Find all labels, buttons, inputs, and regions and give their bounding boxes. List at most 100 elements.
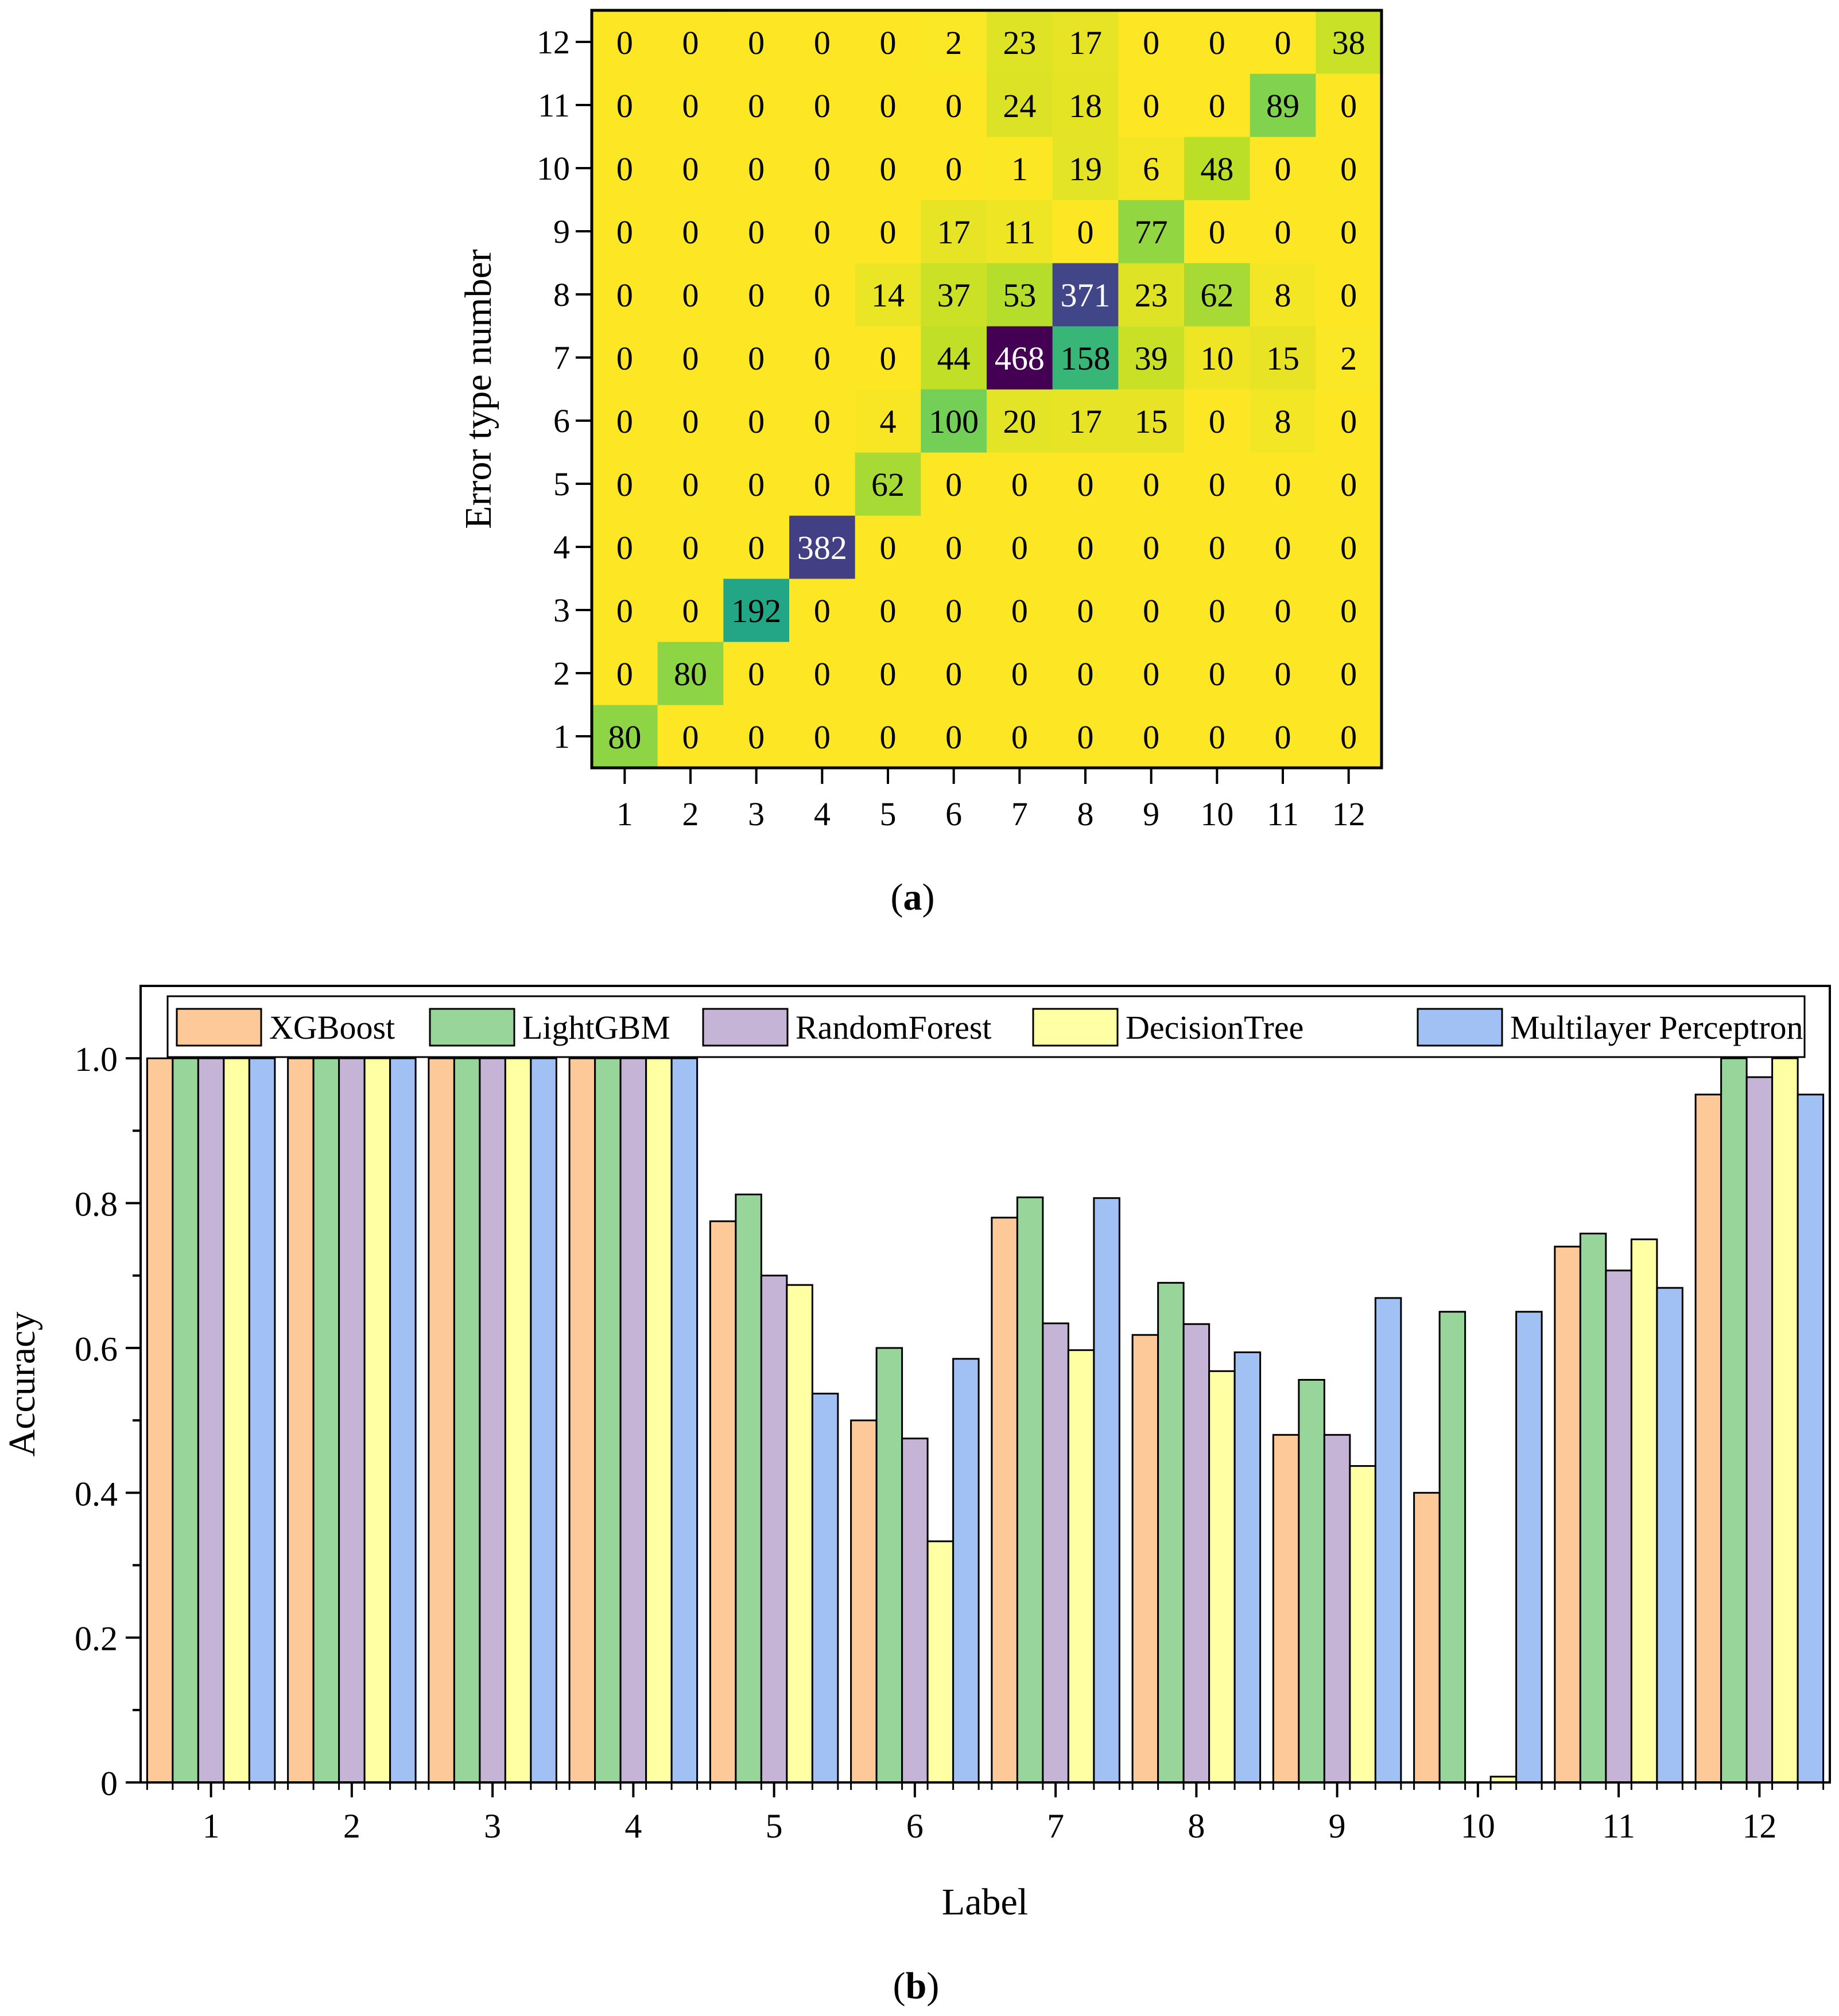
heatmap-value-label: 1	[1011, 150, 1028, 188]
heatmap-cell	[592, 73, 658, 137]
heatmap-value-label: 0	[1077, 718, 1094, 756]
heatmap-value-label: 0	[880, 340, 897, 377]
heatmap-cell	[1250, 452, 1316, 516]
bar-y-tick-label: 0.4	[75, 1475, 118, 1513]
bar-y-tick-label: 0.8	[75, 1186, 118, 1223]
bar-lightgbm	[453, 1057, 481, 1784]
heatmap-cell	[1250, 73, 1316, 137]
heatmap-cell	[592, 642, 658, 705]
bar-x-tick-label: 4	[624, 1807, 642, 1845]
bar-xgboost	[1413, 1491, 1441, 1784]
heatmap-cell	[987, 452, 1053, 516]
heatmap-cell	[789, 642, 856, 705]
heatmap-value-label: 0	[945, 592, 962, 630]
heatmap-cell	[592, 515, 658, 579]
heatmap-cell	[987, 200, 1053, 263]
heatmap-value-label: 80	[674, 655, 707, 693]
heatmap-value-label: 0	[1275, 150, 1291, 188]
heatmap-value-label: 0	[880, 87, 897, 125]
bar-decisiontree	[926, 1540, 955, 1784]
heatmap-value-label: 0	[1340, 592, 1357, 630]
heatmap-value-label: 0	[1143, 655, 1159, 693]
heatmap-cell	[855, 452, 921, 516]
heatmap-x-tick-label: 12	[1332, 795, 1365, 833]
heatmap-cell	[921, 73, 987, 137]
bar-lightgbm	[1157, 1281, 1185, 1784]
heatmap-cell	[789, 578, 856, 642]
heatmap-cell	[1316, 452, 1382, 516]
heatmap-cell	[657, 578, 724, 642]
bar-x-axis-label: Label	[942, 1881, 1028, 1923]
heatmap-value-label: 0	[748, 340, 765, 377]
heatmap-value-label: 0	[1209, 718, 1225, 756]
heatmap-y-tick-label: 3	[553, 592, 570, 629]
heatmap-y-tick-label: 8	[553, 276, 570, 313]
heatmap-x-tick-label: 1	[616, 795, 633, 833]
bar-lightgbm	[1298, 1378, 1325, 1784]
bar-decisiontree	[645, 1057, 673, 1784]
heatmap-cell	[1052, 263, 1119, 327]
heatmap-value-label: 0	[682, 150, 699, 188]
heatmap-cell	[1316, 642, 1382, 705]
heatmap-value-label: 0	[682, 718, 699, 756]
legend-swatch-decisiontree	[1032, 1008, 1119, 1047]
heatmap-cell	[987, 137, 1053, 200]
bar-lightgbm	[1720, 1057, 1748, 1784]
heatmap-value-label: 0	[814, 87, 831, 125]
heatmap-cell	[723, 642, 790, 705]
heatmap-cell	[921, 389, 987, 453]
bar-decisiontree	[1630, 1238, 1658, 1784]
heatmap-value-label: 0	[814, 24, 831, 61]
heatmap-value-label: 0	[1209, 213, 1225, 251]
heatmap-y-tick-label: 7	[553, 339, 570, 376]
heatmap-cell	[1118, 263, 1185, 327]
heatmap-value-label: 23	[1003, 24, 1036, 61]
heatmap-cell	[855, 326, 921, 390]
heatmap-cell	[789, 452, 856, 516]
heatmap-cell	[1184, 642, 1251, 705]
heatmap-cell	[723, 515, 790, 579]
bar-x-tick-label: 1	[203, 1807, 220, 1845]
bar-decisiontree	[1067, 1349, 1095, 1784]
heatmap-value-label: 0	[682, 403, 699, 440]
heatmap-cell	[921, 452, 987, 516]
heatmap-value-label: 0	[682, 213, 699, 251]
heatmap-value-label: 15	[1135, 403, 1168, 440]
legend-swatch-randomforest	[702, 1008, 789, 1047]
heatmap-y-tick-label: 10	[537, 150, 570, 187]
heatmap-value-label: 0	[880, 718, 897, 756]
heatmap-value-label: 192	[731, 592, 781, 630]
heatmap-value-label: 0	[1143, 529, 1159, 566]
heatmap-value-label: 44	[937, 340, 971, 377]
heatmap-x-tick-label: 5	[880, 795, 897, 833]
heatmap-value-label: 0	[1340, 277, 1357, 314]
heatmap-cell	[921, 263, 987, 327]
heatmap-cell	[657, 137, 724, 200]
heatmap-y-tick-label: 9	[553, 213, 570, 250]
heatmap-value-label: 2	[1340, 340, 1357, 377]
heatmap-cell	[1184, 73, 1251, 137]
bar-decisiontree	[363, 1057, 391, 1784]
heatmap-value-label: 0	[1209, 403, 1225, 440]
bar-x-tick-label: 2	[343, 1807, 360, 1845]
bar-decisiontree	[786, 1284, 813, 1784]
heatmap-value-label: 77	[1135, 213, 1168, 251]
heatmap-cell	[1316, 389, 1382, 453]
heatmap-value-label: 0	[616, 87, 633, 125]
heatmap-cell	[1052, 326, 1119, 390]
heatmap-cell	[657, 389, 724, 453]
heatmap-value-label: 0	[748, 87, 765, 125]
heatmap-y-tick-label: 4	[553, 529, 570, 566]
legend-swatch-lightgbm	[429, 1008, 515, 1047]
heatmap-value-label: 62	[871, 466, 905, 503]
heatmap-cell	[987, 263, 1053, 327]
heatmap-cell	[1316, 705, 1382, 768]
heatmap-cell	[789, 326, 856, 390]
heatmap-value-label: 158	[1061, 340, 1111, 377]
heatmap-cell	[1118, 389, 1185, 453]
heatmap-value-label: 10	[1200, 340, 1233, 377]
heatmap-value-label: 0	[880, 213, 897, 251]
bar-xgboost	[287, 1057, 315, 1784]
heatmap-value-label: 0	[945, 150, 962, 188]
heatmap-cell	[1052, 452, 1119, 516]
